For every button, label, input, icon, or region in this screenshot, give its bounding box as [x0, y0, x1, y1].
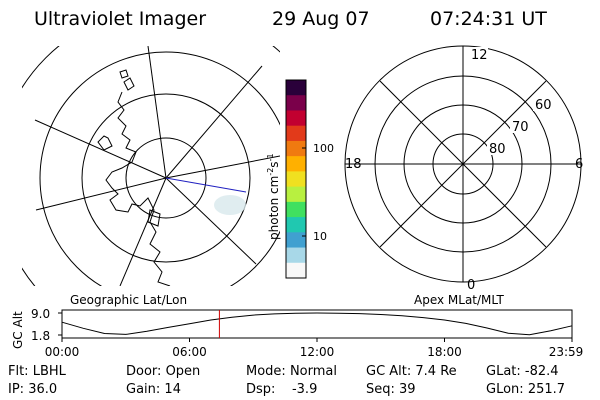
label-bg: [533, 97, 553, 111]
x-tick-label-0600: 06:00: [172, 345, 207, 359]
mlt-polar-plot: [344, 45, 582, 283]
meridian-line: [34, 119, 167, 179]
meridian-line: [165, 65, 263, 179]
label-bg: [510, 119, 530, 133]
meridian-line: [35, 177, 167, 211]
colorbar: 100 10 photon cm-2s-1: [266, 79, 334, 279]
mlat-label-60: 60: [535, 98, 552, 113]
colorbar-tick-label-10: 10: [313, 230, 327, 243]
altitude-series-line: [61, 312, 573, 336]
meridian-line: [165, 155, 280, 179]
altitude-chart: GC Alt 9.0 1.8 00:00 06:00 12:00 18:00 2…: [11, 307, 583, 359]
colorbar-band: [286, 171, 306, 188]
mlt-label-18: 18: [345, 157, 362, 172]
colorbar-tick-label-100: 100: [313, 142, 334, 155]
mlt-diagonal: [379, 80, 547, 248]
title: Ultraviolet Imager: [34, 8, 206, 30]
x-tick-label-0000: 00:00: [45, 345, 80, 359]
colorbar-frame: [285, 79, 307, 279]
meridian-line: [165, 177, 257, 265]
mlt-label-12: 12: [471, 48, 488, 63]
colorbar-gradient: [286, 80, 306, 279]
colorbar-band: [286, 201, 306, 218]
mlt-label-0: 0: [467, 278, 475, 293]
colorbar-band: [286, 186, 306, 203]
colorbar-band: [286, 125, 306, 142]
mlt-labels: 12 0 18 6 60 70 80: [345, 47, 583, 293]
chart-frame: [61, 309, 573, 339]
colorbar-band: [286, 247, 306, 264]
y-axis-label: GC Alt: [11, 311, 25, 349]
colorbar-band: [286, 140, 306, 157]
mlat-label-80: 80: [489, 142, 506, 157]
meridian-line: [119, 177, 167, 286]
label-bg: [470, 47, 488, 61]
colorbar-band: [286, 110, 306, 127]
colorbar-band: [286, 262, 306, 279]
y-tick-label-1-8: 1.8: [31, 329, 50, 343]
coastline-island: [147, 209, 161, 227]
x-tick-label-1800: 18:00: [427, 345, 462, 359]
lat-circle-inner: [125, 137, 207, 219]
geographic-caption: Geographic Lat/Lon: [70, 293, 187, 307]
apex-caption: Apex MLat/MLT: [414, 293, 504, 307]
label-bg: [487, 141, 507, 155]
geographic-map: [22, 46, 280, 286]
meridian-line: [147, 46, 167, 179]
colorbar-band: [286, 156, 306, 172]
colorbar-band: [286, 217, 306, 233]
coastline-island: [119, 69, 129, 79]
coastline: [105, 91, 171, 286]
colorbar-unit-label: photon cm-2s-1: [266, 153, 281, 240]
mlat-label-70: 70: [512, 120, 529, 135]
aurora-patch: [214, 195, 246, 215]
noon-line: [165, 177, 247, 193]
coastline-island: [97, 135, 113, 151]
date: 29 Aug 07: [272, 8, 370, 30]
mlt-label-6: 6: [575, 157, 583, 172]
colorbar-band: [286, 80, 306, 96]
lat-circle-outer: [39, 51, 280, 286]
x-tick-label-1200: 12:00: [300, 345, 335, 359]
colorbar-band: [286, 232, 306, 249]
x-tick-label-2359: 23:59: [549, 345, 584, 359]
coastline-island: [123, 77, 135, 91]
y-tick-label-9: 9.0: [31, 307, 50, 321]
time: 07:24:31 UT: [430, 8, 547, 30]
colorbar-band: [286, 95, 306, 112]
lat-circle-mid: [81, 93, 251, 263]
